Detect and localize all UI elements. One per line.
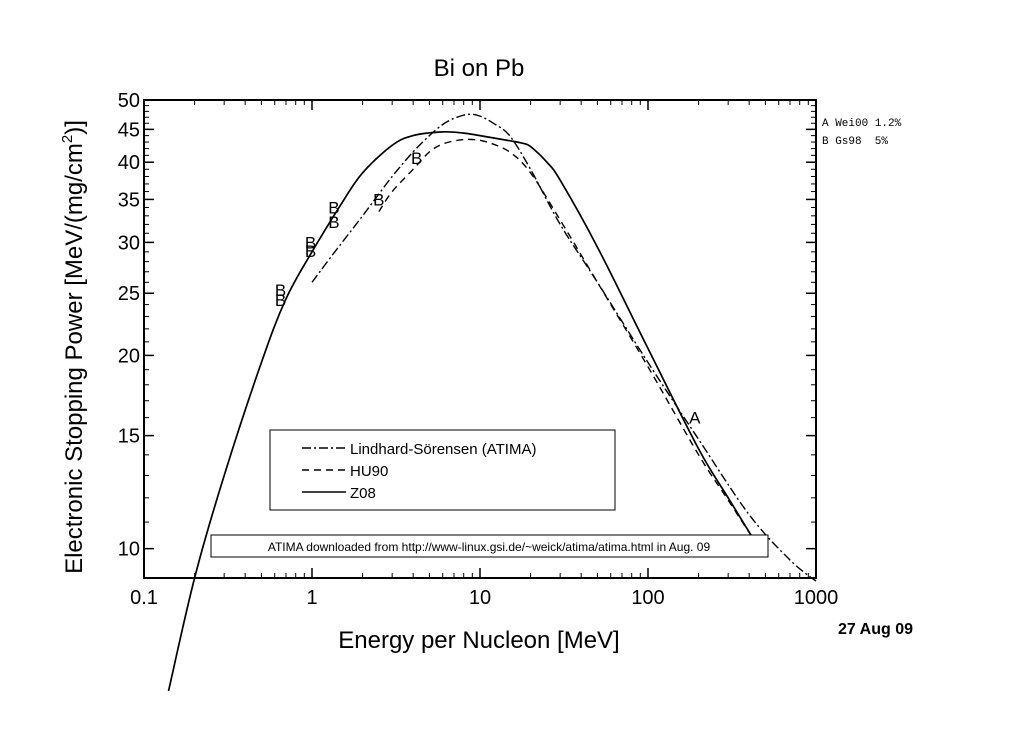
data-point-b: B [328, 213, 339, 232]
x-tick-label: 1000 [794, 587, 839, 609]
y-axis-label-main: Electronic Stopping Power [MeV/(mg/cm [61, 143, 88, 574]
data-point-b: B [275, 291, 286, 310]
y-axis-ticks: 10 15 20 25 30 35 40 45 50 [118, 90, 816, 579]
data-point-a: A [689, 409, 701, 428]
data-point-b: B [305, 233, 316, 252]
reference-a: A Wei00 1.2% [822, 118, 902, 130]
data-point-b: B [275, 281, 286, 300]
y-tick-label: 45 [118, 119, 140, 141]
y-tick-label: 20 [118, 345, 140, 367]
series-line-z08 [167, 130, 759, 692]
x-tick-label: 1 [306, 587, 317, 609]
data-point-b: B [305, 242, 316, 261]
y-tick-label: 15 [118, 426, 140, 448]
legend-label-hu90: HU90 [350, 463, 388, 480]
y-tick-label: 25 [118, 283, 140, 305]
x-tick-label: 10 [469, 587, 491, 609]
legend: Lindhard-Sörensen (ATIMA) HU90 Z08 [269, 429, 616, 511]
y-tick-label: 40 [118, 152, 140, 174]
x-tick-label: 100 [631, 587, 664, 609]
y-tick-label: 35 [118, 189, 140, 211]
legend-label-z08: Z08 [350, 485, 376, 502]
data-point-b: B [373, 190, 384, 209]
legend-label-lindhard: Lindhard-Sörensen (ATIMA) [350, 441, 536, 458]
y-tick-label: 30 [118, 232, 140, 254]
data-point-b: B [328, 199, 339, 218]
date-stamp: 27 Aug 09 [838, 621, 913, 638]
data-point-b: B [411, 149, 422, 168]
source-annotation: ATIMA downloaded from http://www-linux.g… [268, 540, 711, 554]
series-layer [167, 113, 817, 692]
x-axis-label: Energy per Nucleon [MeV] [338, 627, 619, 654]
source-annotation-box [210, 534, 769, 558]
y-axis-label-sup: 2 [59, 135, 76, 143]
series-line-lindhard [311, 113, 817, 582]
x-tick-label: 0.1 [130, 587, 158, 609]
y-tick-label: 50 [118, 90, 140, 112]
y-axis-label-close: )] [61, 120, 88, 135]
x-axis-ticks: 0.1 1 10 100 1000 [130, 100, 838, 609]
reference-b: B Gs98 5% [822, 136, 888, 148]
y-axis-label: Electronic Stopping Power [MeV/(mg/cm2)] [59, 120, 88, 574]
y-tick-label: 10 [118, 539, 140, 561]
series-line-hu90 [378, 138, 759, 547]
chart-title: Bi on Pb [434, 55, 525, 82]
